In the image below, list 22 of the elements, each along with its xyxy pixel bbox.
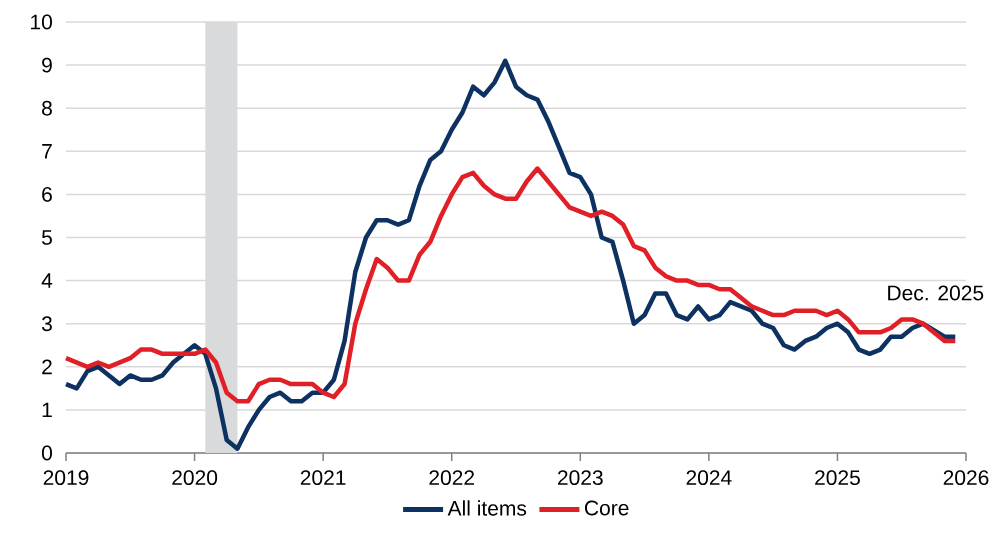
y-tick-label: 6 xyxy=(42,186,52,202)
y-tick-label: 3 xyxy=(41,316,52,332)
x-tick-label: 2024 xyxy=(686,470,732,486)
y-tick-label: 10 xyxy=(31,14,52,30)
legend-label: Core xyxy=(584,500,629,516)
x-tick-label: 2022 xyxy=(429,470,475,486)
x-tick-label: 2019 xyxy=(43,470,89,486)
x-tick-label: 2023 xyxy=(557,470,603,486)
x-tick-label: 2020 xyxy=(172,470,218,486)
legend-label: All items xyxy=(447,500,527,516)
y-tick-label: 4 xyxy=(41,273,53,288)
x-tick-label: 2026 xyxy=(943,470,989,486)
y-tick-label: 5 xyxy=(41,230,52,245)
y-tick-label: 7 xyxy=(42,144,52,159)
y-tick-label: 1 xyxy=(42,402,52,418)
y-tick-label: 0 xyxy=(41,445,52,461)
x-tick-label: 2025 xyxy=(815,470,860,486)
y-tick-label: 2 xyxy=(42,359,52,375)
x-tick-label: 2021 xyxy=(300,470,346,486)
y-tick-label: 8 xyxy=(42,100,52,116)
y-tick-label: 9 xyxy=(42,57,52,73)
annotation: Dec. 2025 xyxy=(888,285,984,301)
